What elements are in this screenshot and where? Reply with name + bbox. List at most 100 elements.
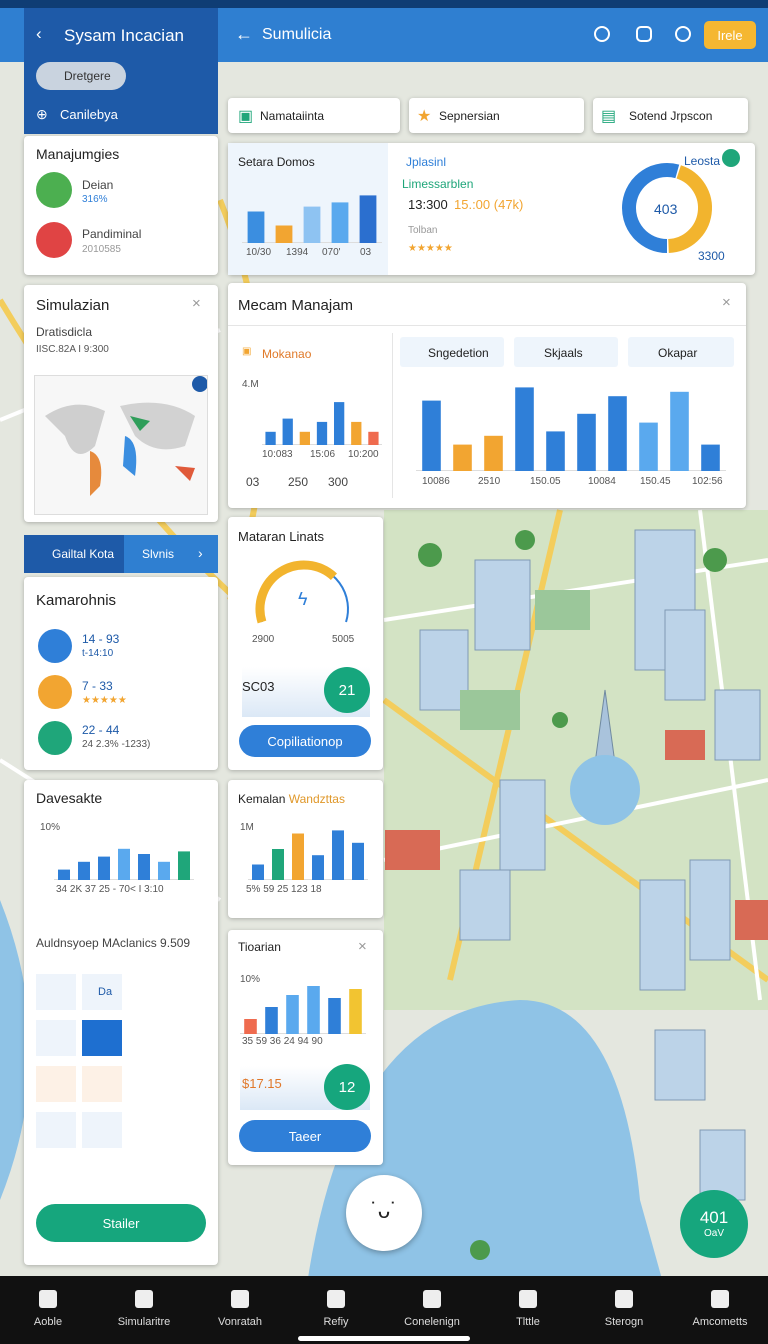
x-label: 10086	[422, 476, 450, 487]
icon[interactable]	[636, 26, 652, 42]
card-title: Simulazian	[36, 297, 110, 314]
donut-segment	[667, 165, 712, 253]
nav-item[interactable]: Aoble	[0, 1276, 96, 1344]
icon[interactable]	[82, 1020, 122, 1056]
label: SC03	[242, 679, 275, 694]
sub-tab[interactable]: Sngedetion	[400, 337, 504, 367]
mecam-card: Mecam Manajam × ▣ Mokanao 4.M 10:083 15:…	[228, 283, 746, 508]
icon[interactable]	[82, 1112, 122, 1148]
nav-icon	[135, 1290, 153, 1308]
bar	[98, 856, 110, 880]
x-label: 10084	[588, 476, 616, 487]
toolbar-item[interactable]: ▤ Sotend Jrpscon	[593, 98, 748, 133]
stats-card: Setara Domos 10/30 1394 070' 03 Jplasinl…	[228, 143, 755, 275]
bar	[299, 431, 310, 445]
sub-tab-label: Okapar	[658, 346, 698, 360]
header-button[interactable]: Irele	[704, 21, 756, 49]
card-title: Manajumgies	[36, 146, 120, 162]
donut-segment	[622, 163, 680, 253]
status-badge[interactable]: 401 OaV	[680, 1190, 748, 1258]
bar-chart	[416, 387, 726, 471]
icon	[36, 172, 72, 208]
axis-label: 1M	[240, 822, 254, 833]
icon[interactable]	[36, 1066, 76, 1102]
bar	[244, 1019, 257, 1034]
icon[interactable]	[82, 1066, 122, 1102]
bar	[312, 855, 324, 880]
sub-tab[interactable]: Okapar	[628, 337, 734, 367]
row-detail: 24 2.3% -1233)	[82, 739, 151, 750]
caption: Auldnsyoep MAclanics 9.509	[36, 936, 191, 950]
stat-subtitle: Limessarblen	[402, 177, 474, 191]
bar-chart	[242, 195, 382, 243]
divider	[392, 333, 393, 498]
toolbar-item[interactable]: ★ Sepnersian	[409, 98, 584, 133]
card-subtitle: Dratisdicla	[36, 325, 93, 339]
nav-item[interactable]: Tlttle	[480, 1276, 576, 1344]
nav-item[interactable]: Vonratah	[192, 1276, 288, 1344]
axis-label: 4.M	[242, 379, 259, 390]
sub-tab-label: Sngedetion	[428, 346, 489, 360]
icon[interactable]: Da	[82, 974, 122, 1010]
bar	[349, 989, 362, 1034]
axis-label: 10%	[40, 822, 61, 833]
back-icon[interactable]: ←	[235, 24, 253, 44]
back-icon[interactable]: ‹	[36, 24, 42, 43]
icon	[38, 721, 72, 755]
close-icon[interactable]: ×	[722, 294, 731, 311]
x-label: 150.45	[640, 476, 671, 487]
card-title: Kamarohnis	[36, 592, 117, 609]
primary-button[interactable]: Copiliationop	[239, 725, 371, 757]
nav-item[interactable]: Conelenign	[384, 1276, 480, 1344]
stars: ★★★★★	[408, 243, 453, 254]
close-icon[interactable]: ×	[358, 938, 367, 955]
sub-tab[interactable]: Skjaals	[514, 337, 618, 367]
icon[interactable]	[36, 974, 76, 1010]
close-icon[interactable]: ×	[192, 295, 201, 312]
bar	[316, 421, 328, 445]
row-detail: t-14:10	[82, 648, 114, 659]
x-label: 102:56	[692, 476, 723, 487]
sub-tab-label: Skjaals	[544, 346, 583, 360]
bar	[422, 400, 441, 471]
card-title: Davesakte	[36, 790, 103, 806]
icon	[36, 222, 72, 258]
bar	[328, 998, 341, 1034]
icon[interactable]	[36, 1112, 76, 1148]
gauge	[255, 560, 349, 624]
header-title: Sumulicia	[262, 26, 332, 43]
kam-card: Kamarohnis 14 - 93 t-14:10 7 - 33 ★★★★★ …	[24, 577, 218, 770]
assistant-button[interactable]: ˙ᴗ˙	[346, 1175, 422, 1251]
tioarian-card: Tioarian × 10% 35 59 36 24 94 90 $17.15 …	[228, 930, 383, 1165]
bar	[118, 848, 130, 880]
nav-item[interactable]: Sterogn	[576, 1276, 672, 1344]
badge-label: OaV	[703, 1228, 724, 1239]
tab-active[interactable]	[24, 535, 124, 573]
tab-label[interactable]: Slvnis	[142, 547, 175, 561]
nav-item[interactable]: Refiy	[288, 1276, 384, 1344]
icon[interactable]	[594, 26, 610, 42]
toolbar-item[interactable]: ▣ Namataiinta	[228, 98, 400, 133]
nav-icon	[423, 1290, 441, 1308]
primary-button[interactable]: Taeer	[239, 1120, 371, 1152]
icon[interactable]	[36, 1020, 76, 1056]
nav-icon	[39, 1290, 57, 1308]
dave-card: Davesakte 10% 34 2K 37 25 - 70< I 3:10 A…	[24, 780, 218, 1265]
bar	[332, 830, 344, 880]
bottom-nav	[0, 1276, 768, 1344]
bar	[178, 851, 190, 880]
badge-value: 401	[699, 1208, 729, 1227]
add-text[interactable]: Canilebya	[60, 107, 118, 122]
sim-card: Simulazian × Dratisdicla IISC.82A I 9:30…	[24, 285, 218, 522]
primary-button[interactable]: Stailer	[36, 1204, 206, 1242]
title-accent: Wandzttas	[288, 792, 345, 806]
nav-item[interactable]: Simularitre	[96, 1276, 192, 1344]
x-label: 10:083	[262, 449, 293, 460]
add-icon[interactable]: ⊕	[36, 106, 48, 122]
chevron[interactable]: ›	[198, 545, 203, 561]
icon[interactable]	[675, 26, 691, 42]
mataran-card: Mataran Linats ϟ 2900 5005 SC03 21 Copil…	[228, 517, 383, 770]
tab-label[interactable]: Gailtal Kota	[52, 547, 115, 561]
nav-item[interactable]: Amcometts	[672, 1276, 768, 1344]
search-pill[interactable]: Dretgere	[36, 62, 126, 90]
